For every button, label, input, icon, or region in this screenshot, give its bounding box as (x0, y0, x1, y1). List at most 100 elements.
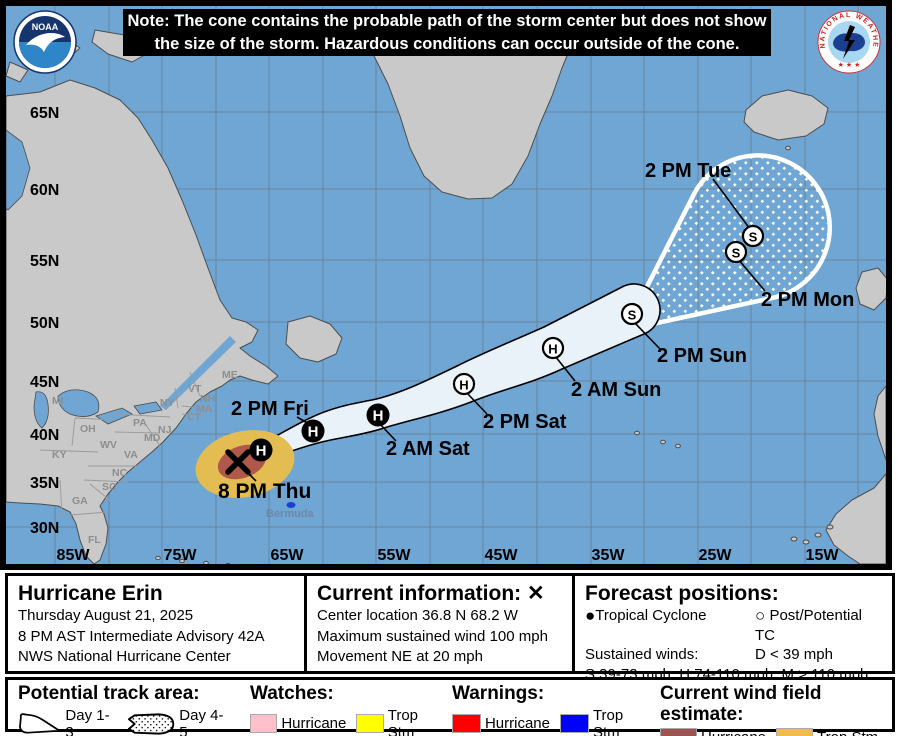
legend-bar: Potential track area: Day 1-3 (5, 677, 895, 736)
agency-name: NWS National Hurricane Center (18, 648, 231, 666)
hurricane-wind-field-swatch (660, 727, 697, 736)
trop-stm-wind-field-swatch (776, 727, 814, 736)
advisory-id: 8 PM AST Intermediate Advisory 42A (18, 627, 265, 645)
svg-text:H: H (256, 443, 267, 460)
track-marker-tc: H (366, 403, 390, 427)
cone-day1-3 (238, 283, 661, 468)
label-8pm-thu: 8 PM Thu (218, 480, 311, 503)
svg-text:H: H (308, 424, 319, 441)
svg-text:65N: 65N (30, 105, 59, 122)
track-time-labels: 8 PM Thu 2 PM Fri 2 AM Sat 2 PM Sat 2 AM… (218, 160, 854, 503)
label-2pm-tue: 2 PM Tue (645, 160, 731, 182)
label-2pm-mon: 2 PM Mon (761, 289, 854, 311)
iberia (873, 385, 886, 461)
svg-text:NJ: NJ (158, 424, 172, 436)
watches-group: Watches: Hurricane Trop Stm (240, 680, 442, 736)
trop-stm-warning-swatch (559, 714, 589, 734)
svg-text:45W: 45W (485, 547, 519, 564)
track-marker-post: H (541, 336, 565, 360)
svg-text:SC: SC (102, 481, 117, 493)
greenland (351, 29, 579, 200)
track-marker-tc: H (249, 438, 273, 462)
wind-field-group: Current wind field estimate: Hurricane T… (650, 680, 892, 736)
hurricane-watch-swatch (250, 714, 278, 734)
svg-text:MD: MD (144, 432, 161, 444)
state-labels: ME VT NH MA CT NY MI PA NJ OH MD WV VA K… (52, 369, 238, 546)
note-banner: Note: The cone contains the probable pat… (123, 9, 771, 56)
post-tc-legend-entry: ○ Post/Potential TC (755, 606, 863, 644)
wind-cat-d: D < 39 mph (755, 646, 833, 664)
nws-lightning-icon (843, 25, 855, 59)
hurricane-warning-label: Hurricane (484, 715, 550, 733)
current-position-x (225, 449, 251, 475)
note-line2: the size of the storm. Hazardous conditi… (154, 34, 740, 53)
storm-info-panel: Hurricane Erin Thursday August 21, 2025 … (8, 576, 304, 671)
north-america (6, 79, 279, 564)
label-pointers (241, 178, 766, 482)
svg-text:MI: MI (52, 395, 64, 407)
svg-text:30N: 30N (30, 520, 59, 537)
day4-5-label: Day 4-5 (179, 706, 224, 736)
trop-stm-wind-field-label: Trop Stm (817, 729, 878, 736)
svg-text:85W: 85W (57, 547, 91, 564)
svg-text:VT: VT (188, 383, 202, 395)
day4-5-cone-icon (128, 713, 175, 735)
day1-3-cone-icon (19, 713, 61, 734)
svg-text:S: S (749, 230, 758, 245)
storm-title: Hurricane Erin (18, 582, 163, 605)
svg-text:NC: NC (112, 467, 128, 479)
current-position-symbol: ✕ (527, 582, 545, 605)
advisory-date: Thursday August 21, 2025 (18, 607, 194, 625)
label-2pm-fri: 2 PM Fri (231, 398, 309, 420)
watches-title: Watches: (250, 683, 334, 704)
forecast-positions-title: Forecast positions: (585, 582, 779, 605)
label-2pm-sun: 2 PM Sun (657, 345, 747, 367)
longitude-labels: 85W 75W 65W 55W 45W 35W 25W 15W (57, 547, 840, 564)
label-2pm-sat: 2 PM Sat (483, 411, 567, 433)
svg-text:CT: CT (187, 411, 202, 423)
iceland (743, 89, 829, 141)
track-marker-post: S (724, 240, 748, 264)
newfoundland (285, 315, 343, 363)
svg-text:H: H (459, 378, 468, 393)
svg-text:65W: 65W (271, 547, 305, 564)
svg-text:NY: NY (160, 397, 175, 409)
track-marker-post: S (741, 224, 765, 248)
svg-text:25W: 25W (699, 547, 733, 564)
svg-text:GA: GA (72, 495, 88, 507)
svg-text:H: H (373, 408, 384, 425)
nws-logo: NATIONAL WEATHER SERVICE ★ ★ ★ (814, 5, 881, 74)
hurricane-warning-swatch (452, 714, 481, 734)
svg-text:ME: ME (222, 369, 238, 381)
cone-day4-5 (622, 153, 833, 333)
warnings-title: Warnings: (452, 683, 545, 704)
sustained-winds-label: Sustained winds: (585, 646, 699, 664)
trop-stm-watch-label: Trop Stm (387, 706, 419, 736)
info-panels: Hurricane Erin Thursday August 21, 2025 … (5, 573, 895, 683)
track-marker-post: H (452, 372, 476, 396)
noaa-bird-icon (26, 33, 65, 52)
svg-text:S: S (732, 246, 741, 261)
tropical-cyclone-icon: ● (585, 606, 596, 626)
africa (825, 473, 886, 564)
track-marker-tc: H (301, 419, 325, 443)
potential-track-area-group: Potential track area: Day 1-3 (8, 680, 240, 736)
svg-text:NH: NH (200, 393, 215, 405)
atlantic-map: Bermuda H (0, 0, 892, 570)
bermuda-label: Bermuda (266, 508, 315, 520)
svg-text:50N: 50N (30, 315, 59, 332)
track-markers: H H H H H (225, 224, 765, 475)
svg-text:VA: VA (124, 449, 138, 461)
svg-text:★ ★ ★: ★ ★ ★ (838, 61, 861, 69)
trop-stm-warning-label: Trop Stm (592, 706, 624, 736)
svg-text:H: H (548, 342, 557, 357)
svg-text:55W: 55W (378, 547, 412, 564)
center-location: Center location 36.8 N 68.2 W (317, 607, 518, 625)
label-2am-sat: 2 AM Sat (386, 438, 470, 460)
ireland (855, 267, 886, 311)
movement: Movement NE at 20 mph (317, 648, 483, 666)
track-marker-post: S (620, 302, 644, 326)
svg-text:45N: 45N (30, 374, 59, 391)
tc-legend-entry: ●Tropical Cyclone (585, 606, 707, 626)
svg-text:35N: 35N (30, 475, 59, 492)
